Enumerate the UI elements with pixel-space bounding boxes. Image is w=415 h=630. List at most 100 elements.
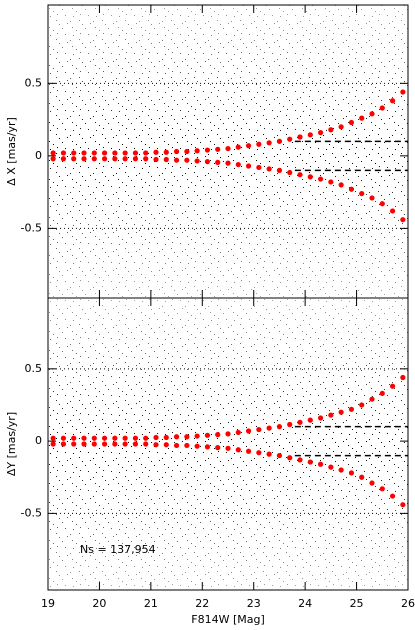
sigma-point (225, 145, 231, 152)
y-tick-label: 0 (35, 149, 42, 162)
sigma-point (287, 169, 293, 176)
sigma-point (389, 98, 396, 104)
sigma-point (143, 441, 149, 447)
sigma-point (307, 132, 313, 138)
sigma-point (163, 442, 169, 448)
sigma-point (91, 435, 97, 441)
sigma-point (194, 158, 200, 164)
x-tick-label: 20 (92, 597, 106, 610)
sigma-point (153, 442, 159, 448)
sigma-point (256, 450, 262, 456)
sigma-point (359, 474, 365, 480)
sigma-point (266, 166, 272, 172)
sigma-point (173, 148, 180, 155)
sigma-point (50, 435, 56, 441)
sigma-point (112, 441, 118, 447)
y-tick-label: -0.5 (21, 506, 42, 519)
sigma-point (379, 486, 385, 492)
sigma-point (184, 434, 190, 440)
sigma-point (359, 190, 365, 197)
star-cloud (48, 5, 408, 298)
sigma-point (71, 156, 77, 162)
sigma-point (317, 461, 324, 467)
sigma-point (317, 176, 324, 182)
sigma-point (132, 435, 139, 441)
sigma-point (225, 445, 231, 451)
sigma-point (256, 164, 262, 171)
sigma-point (225, 431, 231, 437)
y-tick-label: 0.5 (25, 76, 43, 89)
sigma-point (307, 459, 313, 465)
sigma-point (101, 441, 108, 447)
sigma-point (60, 150, 67, 156)
sigma-point (112, 435, 118, 441)
sigma-point (338, 409, 344, 415)
sigma-point (60, 435, 67, 441)
y-axis-label: Δ X [mas/yr] (5, 117, 18, 186)
sigma-point (184, 442, 190, 449)
x-axis-label: F814W [Mag] (191, 613, 265, 626)
sigma-point (153, 156, 159, 163)
x-tick-label: 26 (401, 597, 415, 610)
x-tick-label: 22 (195, 597, 209, 610)
sigma-point (276, 167, 283, 173)
sigma-point (132, 150, 139, 156)
sigma-point (91, 156, 97, 162)
sigma-point (389, 493, 396, 499)
sigma-point (81, 441, 87, 447)
sigma-point (173, 442, 180, 449)
sigma-point (163, 149, 169, 155)
sigma-point (245, 428, 252, 434)
sigma-point (194, 443, 200, 449)
sigma-point (348, 119, 355, 126)
sigma-point (317, 130, 324, 136)
sigma-point (50, 441, 56, 447)
sigma-point (112, 150, 118, 156)
sigma-point (256, 426, 262, 433)
plot-frame (47, 297, 409, 591)
sigma-point (71, 435, 77, 441)
sigma-point (379, 201, 385, 207)
sigma-point (91, 441, 97, 447)
sigma-point (276, 452, 283, 459)
sigma-point (194, 148, 200, 154)
sigma-point (122, 441, 128, 447)
sigma-point (50, 156, 56, 162)
sigma-point (204, 159, 211, 165)
sigma-point (266, 451, 272, 457)
sigma-point (112, 156, 118, 162)
sigma-point (348, 470, 355, 476)
sigma-point (153, 434, 159, 441)
sigma-point (194, 433, 200, 439)
sigma-point (153, 149, 159, 155)
x-tick-label: 25 (350, 597, 364, 610)
sigma-point (184, 148, 190, 155)
sigma-point (297, 457, 303, 463)
sigma-point (328, 179, 334, 185)
sigma-point (91, 150, 97, 156)
sigma-point (297, 419, 303, 425)
sigma-point (101, 156, 108, 162)
sigma-point (400, 217, 406, 223)
sigma-point (338, 124, 344, 130)
sigma-point (276, 424, 283, 430)
sigma-point (101, 150, 108, 156)
sigma-point (400, 89, 406, 95)
sigma-point (81, 156, 87, 162)
sigma-point (235, 447, 241, 453)
sigma-point (369, 480, 375, 486)
sigma-point (122, 435, 128, 441)
sigma-point (266, 425, 272, 431)
sigma-point (328, 412, 334, 418)
sigma-point (71, 150, 77, 156)
sigma-point (101, 435, 108, 441)
sigma-point (235, 429, 241, 436)
sigma-point (287, 455, 293, 461)
sigma-point (215, 432, 221, 438)
sigma-point (132, 156, 139, 162)
sigma-point (287, 421, 293, 428)
sigma-point (204, 147, 211, 153)
sigma-point (297, 172, 303, 178)
sigma-point (163, 156, 169, 163)
